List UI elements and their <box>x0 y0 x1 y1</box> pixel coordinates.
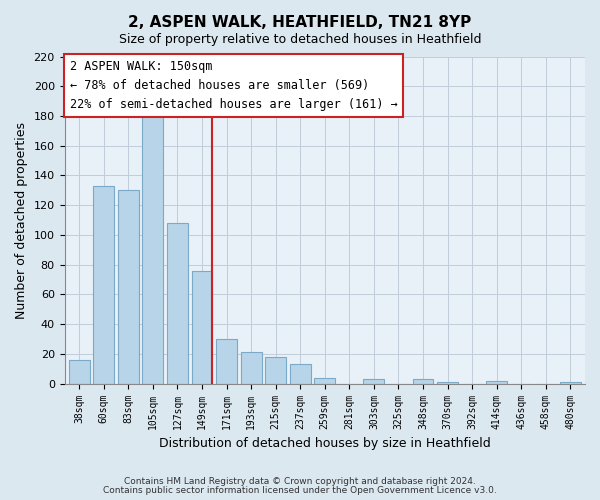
Bar <box>314 378 335 384</box>
Bar <box>437 382 458 384</box>
Bar <box>486 380 507 384</box>
Bar <box>142 112 163 384</box>
Y-axis label: Number of detached properties: Number of detached properties <box>15 122 28 318</box>
Bar <box>69 360 89 384</box>
Bar <box>167 223 188 384</box>
X-axis label: Distribution of detached houses by size in Heathfield: Distribution of detached houses by size … <box>159 437 491 450</box>
Text: Contains HM Land Registry data © Crown copyright and database right 2024.: Contains HM Land Registry data © Crown c… <box>124 477 476 486</box>
Bar <box>216 339 237 384</box>
Bar <box>118 190 139 384</box>
Text: Size of property relative to detached houses in Heathfield: Size of property relative to detached ho… <box>119 32 481 46</box>
Bar <box>265 357 286 384</box>
Text: 2 ASPEN WALK: 150sqm
← 78% of detached houses are smaller (569)
22% of semi-deta: 2 ASPEN WALK: 150sqm ← 78% of detached h… <box>70 60 397 111</box>
Bar <box>290 364 311 384</box>
Text: Contains public sector information licensed under the Open Government Licence v3: Contains public sector information licen… <box>103 486 497 495</box>
Bar <box>94 186 114 384</box>
Bar <box>241 352 262 384</box>
Bar <box>413 379 433 384</box>
Bar <box>560 382 581 384</box>
Text: 2, ASPEN WALK, HEATHFIELD, TN21 8YP: 2, ASPEN WALK, HEATHFIELD, TN21 8YP <box>128 15 472 30</box>
Bar <box>191 270 212 384</box>
Bar <box>364 379 384 384</box>
